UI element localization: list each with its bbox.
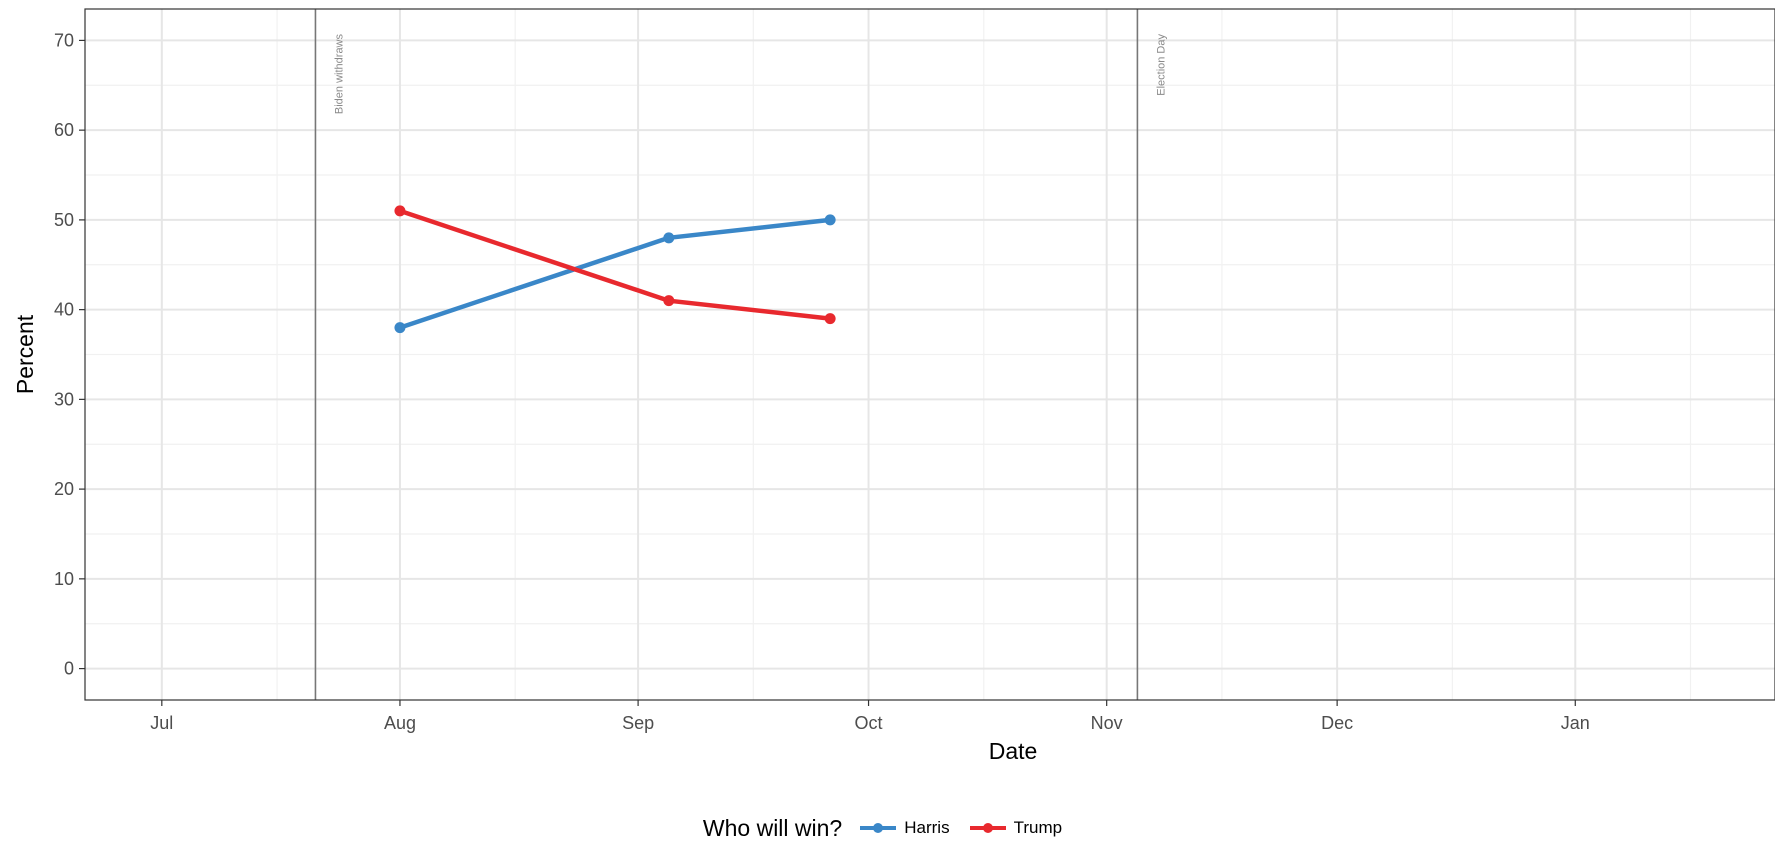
legend-item-trump: Trump [969,818,1063,838]
x-tick-label: Aug [384,713,416,733]
x-tick-label: Nov [1091,713,1123,733]
legend-dot-harris [873,823,884,833]
x-tick-label: Dec [1321,713,1353,733]
x-tick-label: Jan [1561,713,1590,733]
data-point-trump [824,313,836,325]
legend-item-harris: Harris [860,818,950,838]
data-point-harris [663,232,675,244]
legend-key-trump [969,821,1006,835]
legend-key-harris [860,821,897,835]
legend-dot-trump [982,823,993,833]
y-tick-label: 20 [54,479,74,499]
y-tick-label: 0 [64,659,74,679]
reference-lines: Biden withdraws Election Day [314,9,1167,700]
vline-label: Election Day [1155,34,1167,96]
x-tick-label: Sep [622,713,654,733]
y-tick-label: 30 [54,389,74,409]
x-axis: Jul Aug Sep Oct Nov Dec Jan [150,700,1590,733]
data-point-trump [394,205,406,217]
x-tick-label: Oct [855,713,883,733]
minor-gridlines [85,9,1775,700]
y-tick-label: 40 [54,300,74,320]
data-series [394,205,836,334]
data-point-trump [663,295,675,307]
y-axis: 0 10 20 30 40 50 60 70 [54,30,85,679]
y-tick-label: 60 [54,120,74,140]
legend-label-trump: Trump [1013,818,1063,837]
y-tick-label: 50 [54,210,74,230]
y-axis-title: Percent [12,314,38,394]
data-point-harris [824,214,836,226]
plot-panel-border [84,8,1775,701]
data-point-harris [394,322,406,334]
legend-title: Who will win? [702,814,843,841]
legend-label-harris: Harris [904,818,950,837]
x-axis-title: Date [989,738,1038,764]
y-tick-label: 70 [54,30,74,50]
y-tick-label: 10 [54,569,74,589]
x-tick-label: Jul [150,713,173,733]
vline-label: Biden withdraws [333,34,345,115]
legend: Who will win? Harris Trump [0,810,1775,846]
major-gridlines [85,9,1775,700]
